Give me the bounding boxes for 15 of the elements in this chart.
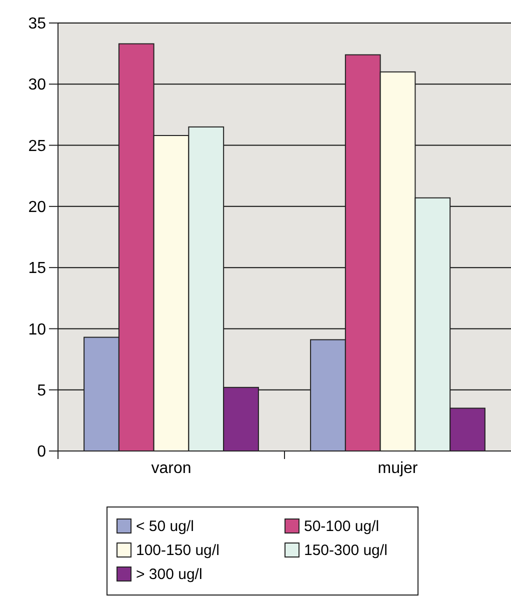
legend-label: > 300 ug/l bbox=[136, 566, 202, 583]
y-tick-label: 25 bbox=[28, 138, 46, 155]
y-tick-label: 15 bbox=[28, 260, 46, 278]
x-tick-label: mujer bbox=[378, 460, 418, 477]
y-tick-label: 0 bbox=[37, 444, 46, 461]
y-tick-label: 30 bbox=[28, 76, 46, 94]
y-tick-label: 35 bbox=[28, 16, 46, 33]
y-tick-label: 10 bbox=[28, 321, 46, 338]
y-tick-label: 20 bbox=[28, 199, 46, 216]
legend-label: 50-100 ug/l bbox=[304, 518, 380, 535]
legend-label: 150-300 ug/l bbox=[304, 542, 388, 559]
legend-label: < 50 ug/l bbox=[136, 518, 194, 535]
legend-label: 100-150 ug/l bbox=[136, 542, 220, 559]
y-tick-label: 5 bbox=[37, 382, 46, 400]
x-tick-label: varon bbox=[151, 460, 192, 477]
